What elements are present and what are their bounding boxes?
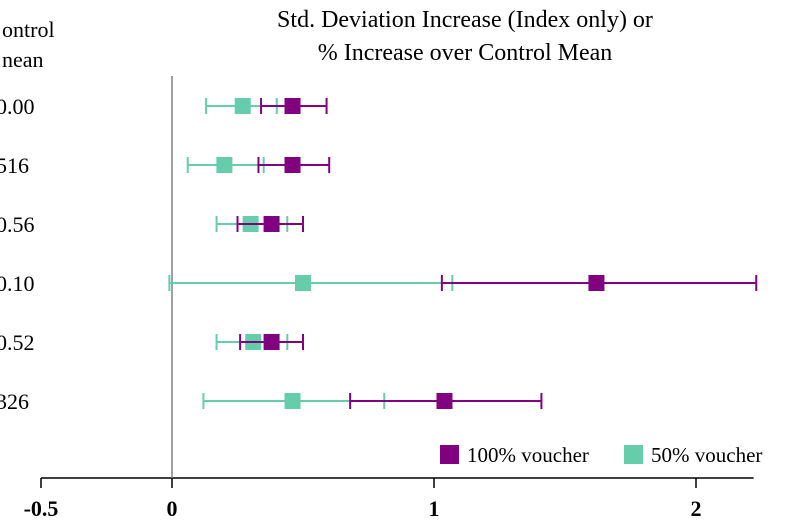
series-50-voucher (168, 98, 454, 409)
control-mean-label: 516 (0, 153, 29, 178)
control-mean-label: 0.00 (0, 94, 35, 119)
point-marker (284, 157, 301, 173)
point-marker (216, 157, 233, 173)
point-marker (284, 98, 301, 114)
control-mean-label: 0.52 (0, 330, 35, 355)
x-tick-label: 2 (691, 496, 702, 521)
title-line-1: Std. Deviation Increase (Index only) or (277, 7, 653, 33)
point-marker (263, 216, 280, 232)
point-marker (436, 393, 453, 409)
point-marker (234, 98, 251, 114)
control-mean-label: 326 (0, 389, 29, 414)
control-header-line-1: ontrol (2, 17, 55, 42)
title-line-2: % Increase over Control Mean (318, 40, 613, 66)
point-marker (284, 393, 301, 409)
legend-label: 50% voucher (651, 443, 762, 467)
legend-swatch (440, 445, 459, 464)
series-100-voucher (236, 98, 758, 409)
control-header-line-2: nean (2, 47, 44, 72)
point-marker (295, 275, 311, 291)
control-mean-label: 0.56 (0, 212, 35, 237)
control-mean-label: 0.10 (0, 271, 35, 296)
x-tick-label: -0.5 (24, 496, 59, 521)
x-axis: -0.5 0 1 2 (24, 477, 754, 521)
series-group (168, 98, 758, 409)
legend: 100% voucher 50% voucher (440, 443, 762, 467)
x-tick-label: 1 (429, 496, 440, 521)
x-tick-label: 0 (167, 496, 178, 521)
legend-swatch (624, 445, 643, 464)
chart-title: Std. Deviation Increase (Index only) or%… (277, 7, 653, 66)
legend-label: 100% voucher (467, 443, 589, 467)
control-mean-header: ontrol nean (2, 17, 55, 72)
point-marker (588, 275, 605, 291)
row-labels: 0.00 516 0.56 0.10 0.52 326 (0, 94, 35, 414)
point-marker (263, 334, 280, 350)
